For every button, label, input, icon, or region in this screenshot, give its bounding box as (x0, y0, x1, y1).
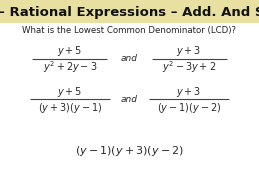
Text: What is the Lowest Common Denominator (LCD)?: What is the Lowest Common Denominator (L… (23, 26, 236, 35)
FancyBboxPatch shape (0, 0, 259, 23)
Text: $y + 5$: $y + 5$ (57, 44, 83, 58)
Text: and: and (121, 54, 138, 63)
Text: 6.2 – Rational Expressions – Add. And Sub.: 6.2 – Rational Expressions – Add. And Su… (0, 6, 259, 19)
Text: $y + 3$: $y + 3$ (176, 85, 202, 99)
Text: $(y-1)(y-2)$: $(y-1)(y-2)$ (157, 101, 221, 115)
Text: $y + 3$: $y + 3$ (176, 44, 202, 58)
Text: $y + 5$: $y + 5$ (57, 85, 83, 99)
Text: $y^2 + 2y - 3$: $y^2 + 2y - 3$ (43, 59, 97, 75)
Text: $(y-1)(y+3)(y-2)$: $(y-1)(y+3)(y-2)$ (75, 144, 184, 158)
Text: and: and (121, 95, 138, 104)
Text: $y^2 - 3y + 2$: $y^2 - 3y + 2$ (162, 59, 216, 75)
Text: $(y+3)(y-1)$: $(y+3)(y-1)$ (38, 101, 102, 115)
